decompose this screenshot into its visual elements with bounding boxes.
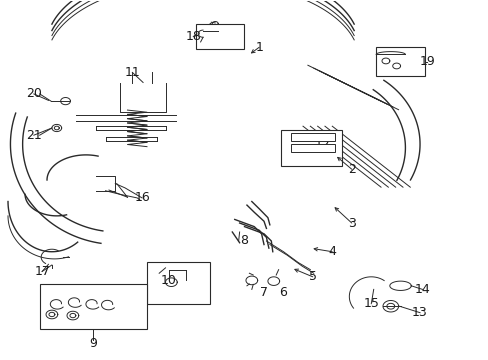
Bar [147,262,210,304]
Text: 5: 5 [308,270,316,283]
Text: 6: 6 [279,287,287,300]
Bar [290,144,334,152]
Text: 11: 11 [124,66,140,79]
Text: 9: 9 [89,337,97,350]
Text: 3: 3 [347,216,355,230]
Text: 4: 4 [327,245,336,258]
Bar [290,133,334,140]
Text: 2: 2 [347,163,355,176]
Bar [281,130,341,166]
Text: 1: 1 [255,41,263,54]
Text: 7: 7 [260,287,267,300]
Bar [195,24,244,49]
Text: 15: 15 [363,297,378,310]
Text: 10: 10 [161,274,177,287]
Text: 21: 21 [26,129,41,142]
Bar [40,284,147,329]
Text: 20: 20 [26,87,41,100]
Text: 16: 16 [134,192,150,204]
Text: 17: 17 [34,265,50,278]
Bar [375,47,424,76]
Text: 14: 14 [414,283,429,296]
Text: 13: 13 [411,306,427,319]
Text: 19: 19 [419,55,434,68]
Text: 8: 8 [240,234,248,247]
Text: 12: 12 [314,138,330,150]
Text: 18: 18 [185,30,201,43]
